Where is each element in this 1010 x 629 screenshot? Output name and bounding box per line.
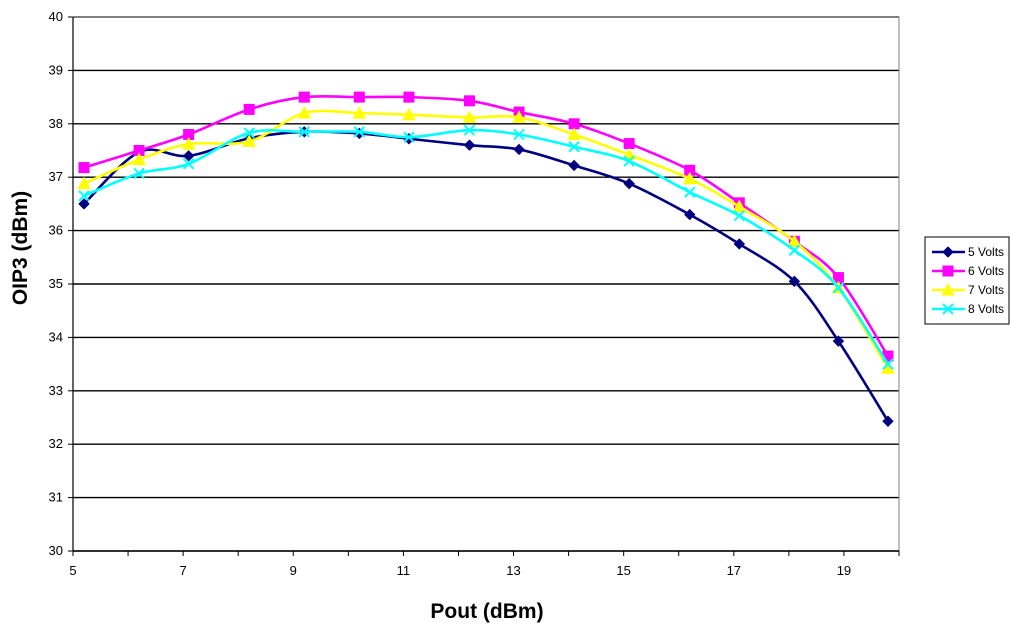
legend-marker (942, 303, 954, 315)
y-tick-label: 37 (49, 169, 63, 184)
x-axis-title: Pout (dBm) (430, 600, 543, 623)
data-point (181, 137, 196, 150)
data-point (623, 177, 635, 190)
legend-label: 8 Volts (968, 302, 1004, 316)
legend-label: 7 Volts (968, 283, 1004, 297)
y-tick-label: 34 (49, 329, 63, 344)
y-tick-label: 35 (49, 276, 63, 291)
legend-marker (942, 265, 954, 277)
data-point (463, 95, 475, 107)
data-point (623, 138, 635, 150)
data-point (513, 143, 525, 156)
data-point (568, 118, 580, 130)
y-tick-labels: 30 31 32 33 34 35 36 37 38 39 40 (49, 9, 63, 558)
data-point (78, 198, 90, 210)
legend: 5 Volts 6 Volts 7 Volts 8 Volts (924, 236, 1010, 325)
series-line (83, 130, 890, 422)
x-tick-labels: 5 7 9 11 13 15 17 19 (69, 563, 851, 578)
data-point (403, 131, 415, 143)
data-point (77, 176, 91, 190)
data-point (353, 91, 365, 103)
data-point (182, 158, 195, 170)
data-point (788, 275, 801, 288)
data-point (403, 133, 415, 145)
series-group (77, 91, 895, 427)
x-tick-label: 19 (837, 563, 851, 578)
data-point (297, 106, 312, 119)
legend-item: 6 Volts (932, 264, 1004, 278)
series-line (83, 109, 890, 370)
x-tick-label: 13 (506, 563, 520, 578)
data-point (133, 167, 145, 180)
data-point (402, 107, 416, 121)
x-tick-label: 17 (727, 563, 741, 578)
x-tick-label: 9 (290, 563, 297, 578)
data-point (882, 358, 894, 370)
x-tick-label: 15 (616, 563, 630, 578)
data-point (78, 162, 90, 174)
data-point (732, 199, 747, 213)
y-tick-label: 32 (49, 436, 63, 451)
data-point (298, 91, 310, 103)
x-tick-label: 5 (69, 563, 76, 578)
data-point (353, 127, 366, 140)
series-line (83, 94, 890, 357)
y-tick-label: 38 (49, 116, 63, 131)
data-point (463, 124, 476, 136)
data-point (568, 141, 580, 153)
series-1 (78, 126, 894, 427)
x-tick-label: 7 (180, 563, 187, 578)
data-point (788, 244, 801, 257)
data-point (568, 159, 580, 172)
data-point (787, 234, 802, 247)
data-point (403, 91, 415, 103)
legend-label: 5 Volts (968, 245, 1004, 259)
data-point (298, 126, 310, 138)
data-point (242, 134, 257, 147)
legend-item: 7 Volts (932, 282, 1004, 297)
data-point (567, 127, 581, 140)
data-point (182, 150, 195, 162)
y-tick-label: 36 (49, 223, 63, 238)
y-tick-label: 40 (49, 9, 63, 24)
y-axis-title: OIP3 (dBm) (9, 191, 32, 305)
series-line (83, 128, 890, 365)
data-point (512, 110, 526, 123)
x-tick-label: 11 (397, 563, 411, 578)
data-point (684, 186, 696, 198)
data-point (243, 103, 255, 115)
data-point (353, 126, 366, 138)
series-4 (78, 124, 894, 370)
data-point (684, 208, 696, 221)
y-tick-label: 30 (49, 543, 63, 558)
data-point (733, 209, 746, 222)
data-point (832, 282, 845, 294)
data-point (882, 415, 894, 427)
legend-label: 6 Volts (968, 264, 1004, 278)
gridlines (73, 16, 899, 552)
data-point (132, 152, 146, 166)
data-point (682, 171, 697, 185)
axes (68, 16, 900, 556)
legend-marker (942, 246, 954, 258)
y-tick-label: 31 (49, 490, 63, 505)
legend-item: 5 Volts (932, 245, 1004, 259)
y-tick-label: 39 (49, 62, 63, 77)
data-point (513, 128, 525, 141)
data-point (462, 110, 477, 123)
legend-marker (941, 282, 955, 296)
data-point (623, 155, 635, 167)
data-point (243, 127, 255, 139)
data-point (733, 238, 746, 250)
y-tick-label: 33 (49, 383, 63, 398)
data-point (832, 335, 845, 347)
legend-item: 8 Volts (932, 302, 1004, 316)
data-point (78, 190, 90, 202)
data-point (352, 106, 367, 119)
data-point (463, 139, 476, 151)
